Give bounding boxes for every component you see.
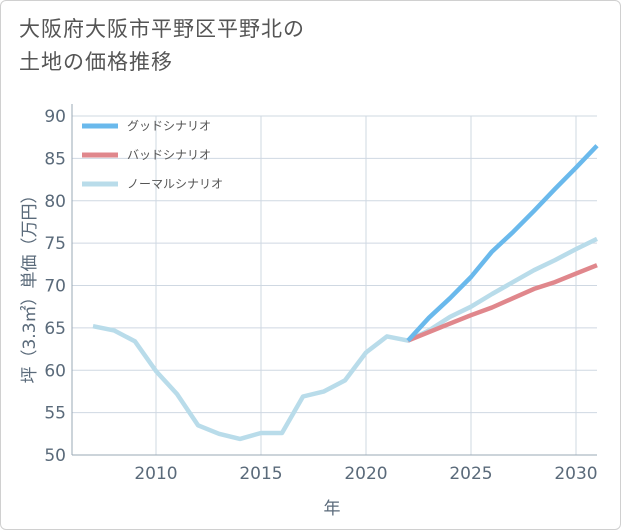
series-group [92, 144, 599, 442]
series-line-1 [407, 263, 598, 343]
legend-label: バッドシナリオ [127, 148, 211, 162]
legend-label: ノーマルシナリオ [127, 177, 223, 191]
y-axis-label: 坪（3.3㎡）単価（万円） [20, 186, 40, 383]
chart-title: 大阪府大阪市平野区平野北の 土地の価格推移 [19, 13, 439, 79]
y-tick-label: 60 [44, 361, 66, 381]
x-tick-label: 2015 [239, 464, 282, 484]
x-tick-label: 2030 [554, 464, 597, 484]
legend-label: グッドシナリオ [127, 119, 211, 133]
y-tick-label: 55 [44, 404, 66, 424]
x-tick-label: 2025 [449, 464, 492, 484]
y-tick-label: 65 [44, 319, 66, 339]
y-tick-label: 80 [44, 192, 66, 212]
chart-title-line1: 大阪府大阪市平野区平野北の [19, 17, 305, 41]
y-tick-label: 75 [44, 234, 66, 254]
y-tick-label: 50 [44, 446, 66, 466]
x-tick-label: 2020 [344, 464, 387, 484]
y-tick-label: 90 [44, 107, 66, 127]
x-tick-label: 2010 [134, 464, 177, 484]
y-tick-label: 85 [44, 149, 66, 169]
grid [72, 115, 597, 456]
x-axis-label: 年 [324, 499, 341, 519]
series-line-0 [406, 144, 599, 343]
axes: 50 55 60 65 70 75 80 85 90 2010 2015 2020 2025 2030 [44, 104, 598, 484]
y-tick-label: 70 [44, 277, 66, 297]
series-line-2 [92, 236, 598, 442]
chart-title-line2: 土地の価格推移 [19, 50, 173, 74]
